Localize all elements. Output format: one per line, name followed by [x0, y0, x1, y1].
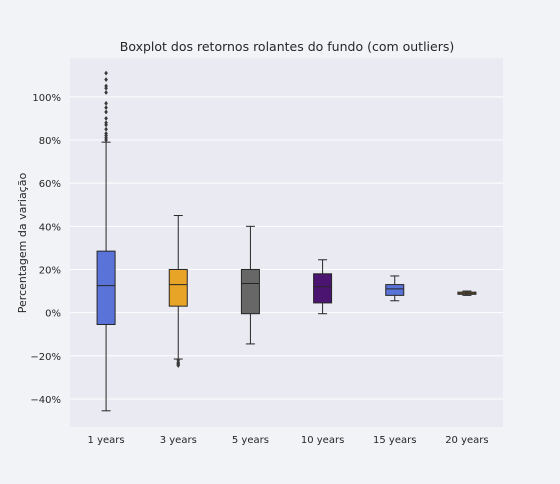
x-tick-label: 10 years: [301, 435, 344, 446]
y-tick-label: 0%: [45, 309, 61, 320]
outlier-point: [176, 363, 181, 368]
box-group: [240, 225, 260, 345]
box-group: [96, 70, 116, 412]
chart-title: Boxplot dos retornos rolantes do fundo (…: [120, 39, 455, 54]
box-iqr: [96, 250, 116, 325]
y-tick-label: 40%: [39, 222, 61, 233]
box-group: [457, 290, 477, 296]
box-group: [168, 215, 188, 368]
outlier-point: [104, 83, 108, 89]
outlier-point: [104, 77, 108, 82]
box-iqr: [240, 268, 260, 315]
plot-area: [70, 58, 503, 427]
box-series: [96, 70, 477, 412]
y-tick-label: 100%: [32, 93, 61, 104]
y-tick-label: 60%: [39, 179, 61, 190]
box-group: [385, 275, 405, 302]
y-tick-labels: −40% −20% 0% 20% 40% 60% 80% 100%: [30, 93, 61, 406]
x-tick-label: 1 years: [88, 435, 125, 446]
outlier-point: [104, 131, 108, 136]
x-tick-label: 3 years: [160, 435, 197, 446]
outlier-point: [104, 109, 108, 115]
y-axis-label: Percentagem da variação: [16, 173, 29, 314]
x-tick-label: 15 years: [373, 435, 416, 446]
outlier-point: [104, 116, 108, 121]
y-tick-label: −20%: [30, 352, 61, 363]
x-tick-label: 5 years: [232, 435, 269, 446]
y-tick-label: 80%: [39, 136, 61, 147]
gridlines: [70, 96, 503, 400]
outlier-point: [104, 100, 108, 106]
box-group: [313, 259, 333, 315]
y-tick-label: −40%: [30, 395, 61, 406]
box-iqr: [168, 268, 188, 307]
outlier-point: [104, 70, 108, 76]
y-tick-label: 20%: [39, 265, 61, 276]
x-tick-labels: 1 years 3 years 5 years 10 years 15 years 20 …: [88, 435, 489, 446]
outlier-point: [104, 90, 108, 95]
box-iqr: [385, 284, 405, 296]
outlier-point: [104, 105, 108, 111]
outlier-point: [104, 120, 108, 126]
outlier-point: [104, 126, 108, 132]
box-iqr: [313, 273, 333, 304]
x-tick-label: 20 years: [445, 435, 488, 446]
